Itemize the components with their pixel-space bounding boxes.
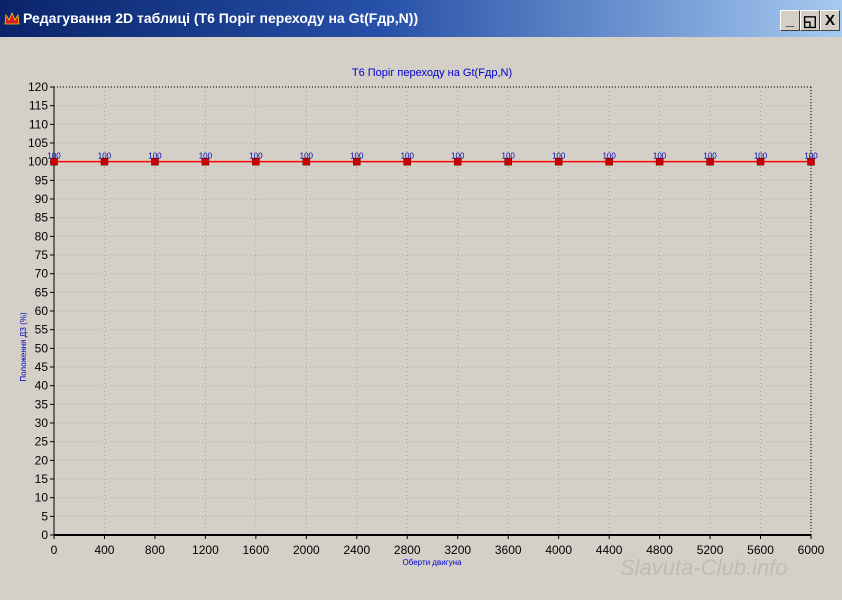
y-tick-label: 25 xyxy=(35,435,49,449)
x-tick-label: 6000 xyxy=(798,543,825,557)
x-tick-label: 2400 xyxy=(343,543,370,557)
x-tick-label: 400 xyxy=(94,543,114,557)
x-tick-label: 4800 xyxy=(646,543,673,557)
x-tick-label: 1600 xyxy=(243,543,270,557)
x-axis-label: Оберти двигуна xyxy=(403,558,463,567)
y-tick-label: 65 xyxy=(35,285,49,299)
x-tick-label: 2000 xyxy=(293,543,320,557)
data-point-marker xyxy=(706,157,714,166)
y-tick-label: 85 xyxy=(35,211,49,225)
data-point-marker xyxy=(453,157,462,166)
data-point-label: 100 xyxy=(47,152,61,161)
data-point-marker xyxy=(504,157,512,166)
y-tick-label: 15 xyxy=(35,472,49,486)
data-point-label: 100 xyxy=(249,152,263,161)
y-tick-label: 80 xyxy=(35,229,49,243)
y-tick-label: 10 xyxy=(35,491,49,505)
data-point-label: 100 xyxy=(350,152,364,161)
y-tick-label: 110 xyxy=(29,117,48,131)
y-tick-label: 95 xyxy=(35,173,49,187)
data-point-marker xyxy=(655,157,664,166)
data-point-marker xyxy=(554,157,563,166)
data-point-label: 100 xyxy=(754,152,768,161)
data-point-marker xyxy=(403,157,412,166)
y-tick-label: 75 xyxy=(35,248,49,262)
y-axis-label: Положення ДЗ (%) xyxy=(19,312,28,382)
y-tick-label: 20 xyxy=(35,453,49,467)
data-point-label: 100 xyxy=(300,152,314,161)
data-point-label: 100 xyxy=(451,152,465,161)
data-point-marker xyxy=(807,157,815,166)
x-tick-label: 3200 xyxy=(444,543,471,557)
data-point-marker xyxy=(100,157,109,166)
data-point-marker xyxy=(756,157,765,166)
y-tick-label: 105 xyxy=(28,136,48,150)
data-point-marker xyxy=(50,157,58,166)
x-tick-label: 4400 xyxy=(596,543,623,557)
y-tick-label: 0 xyxy=(41,528,48,542)
x-tick-label: 1200 xyxy=(192,543,219,557)
data-point-label: 100 xyxy=(401,152,415,161)
y-tick-label: 115 xyxy=(29,99,48,113)
crown-app-icon xyxy=(3,10,21,28)
x-tick-label: 5600 xyxy=(747,543,774,557)
minimize-button[interactable]: _ xyxy=(780,10,800,31)
y-tick-label: 45 xyxy=(35,360,49,374)
data-point-marker xyxy=(252,157,260,166)
y-tick-label: 120 xyxy=(28,80,48,94)
data-point-label: 100 xyxy=(804,152,818,161)
y-tick-label: 50 xyxy=(35,341,49,355)
x-tick-label: 0 xyxy=(51,543,58,557)
y-tick-label: 55 xyxy=(35,323,49,337)
window-title: Редагування 2D таблиці (Т6 Поріг переход… xyxy=(23,10,419,26)
data-point-marker xyxy=(302,157,311,166)
watermark-text: Slavuta-Club.info xyxy=(620,555,788,580)
y-tick-label: 70 xyxy=(35,267,49,281)
data-point-label: 100 xyxy=(199,152,213,161)
y-tick-label: 90 xyxy=(35,192,49,206)
data-point-marker xyxy=(353,157,361,166)
y-tick-label: 30 xyxy=(35,416,49,430)
data-point-label: 100 xyxy=(502,152,516,161)
x-tick-label: 5200 xyxy=(697,543,724,557)
data-point-marker xyxy=(151,157,159,166)
title-bar[interactable]: Редагування 2D таблиці (Т6 Поріг переход… xyxy=(0,0,842,37)
chart-title: Т6 Поріг переходу на Gt(Fдр,N) xyxy=(352,67,512,79)
data-point-marker xyxy=(605,157,613,166)
y-tick-label: 5 xyxy=(41,509,48,523)
chart-area: Т6 Поріг переходу на Gt(Fдр,N) Положення… xyxy=(0,37,842,595)
y-tick-label: 100 xyxy=(28,155,48,169)
x-tick-label: 4000 xyxy=(545,543,572,557)
y-tick-label: 60 xyxy=(35,304,49,318)
data-point-label: 100 xyxy=(552,152,566,161)
maximize-button[interactable]: ◱ xyxy=(800,10,820,31)
data-point-label: 100 xyxy=(148,152,162,161)
data-point-label: 100 xyxy=(98,152,112,161)
x-tick-label: 800 xyxy=(145,543,165,557)
x-tick-label: 2800 xyxy=(394,543,421,557)
data-point-marker xyxy=(201,157,210,166)
y-tick-label: 40 xyxy=(35,379,49,393)
close-button[interactable]: X xyxy=(820,10,840,31)
data-point-label: 100 xyxy=(653,152,667,161)
y-tick-label: 35 xyxy=(35,397,49,411)
x-tick-label: 3600 xyxy=(495,543,522,557)
data-point-label: 100 xyxy=(703,152,717,161)
chart: Т6 Поріг переходу на Gt(Fдр,N) Положення… xyxy=(19,67,825,580)
data-point-label: 100 xyxy=(602,152,616,161)
